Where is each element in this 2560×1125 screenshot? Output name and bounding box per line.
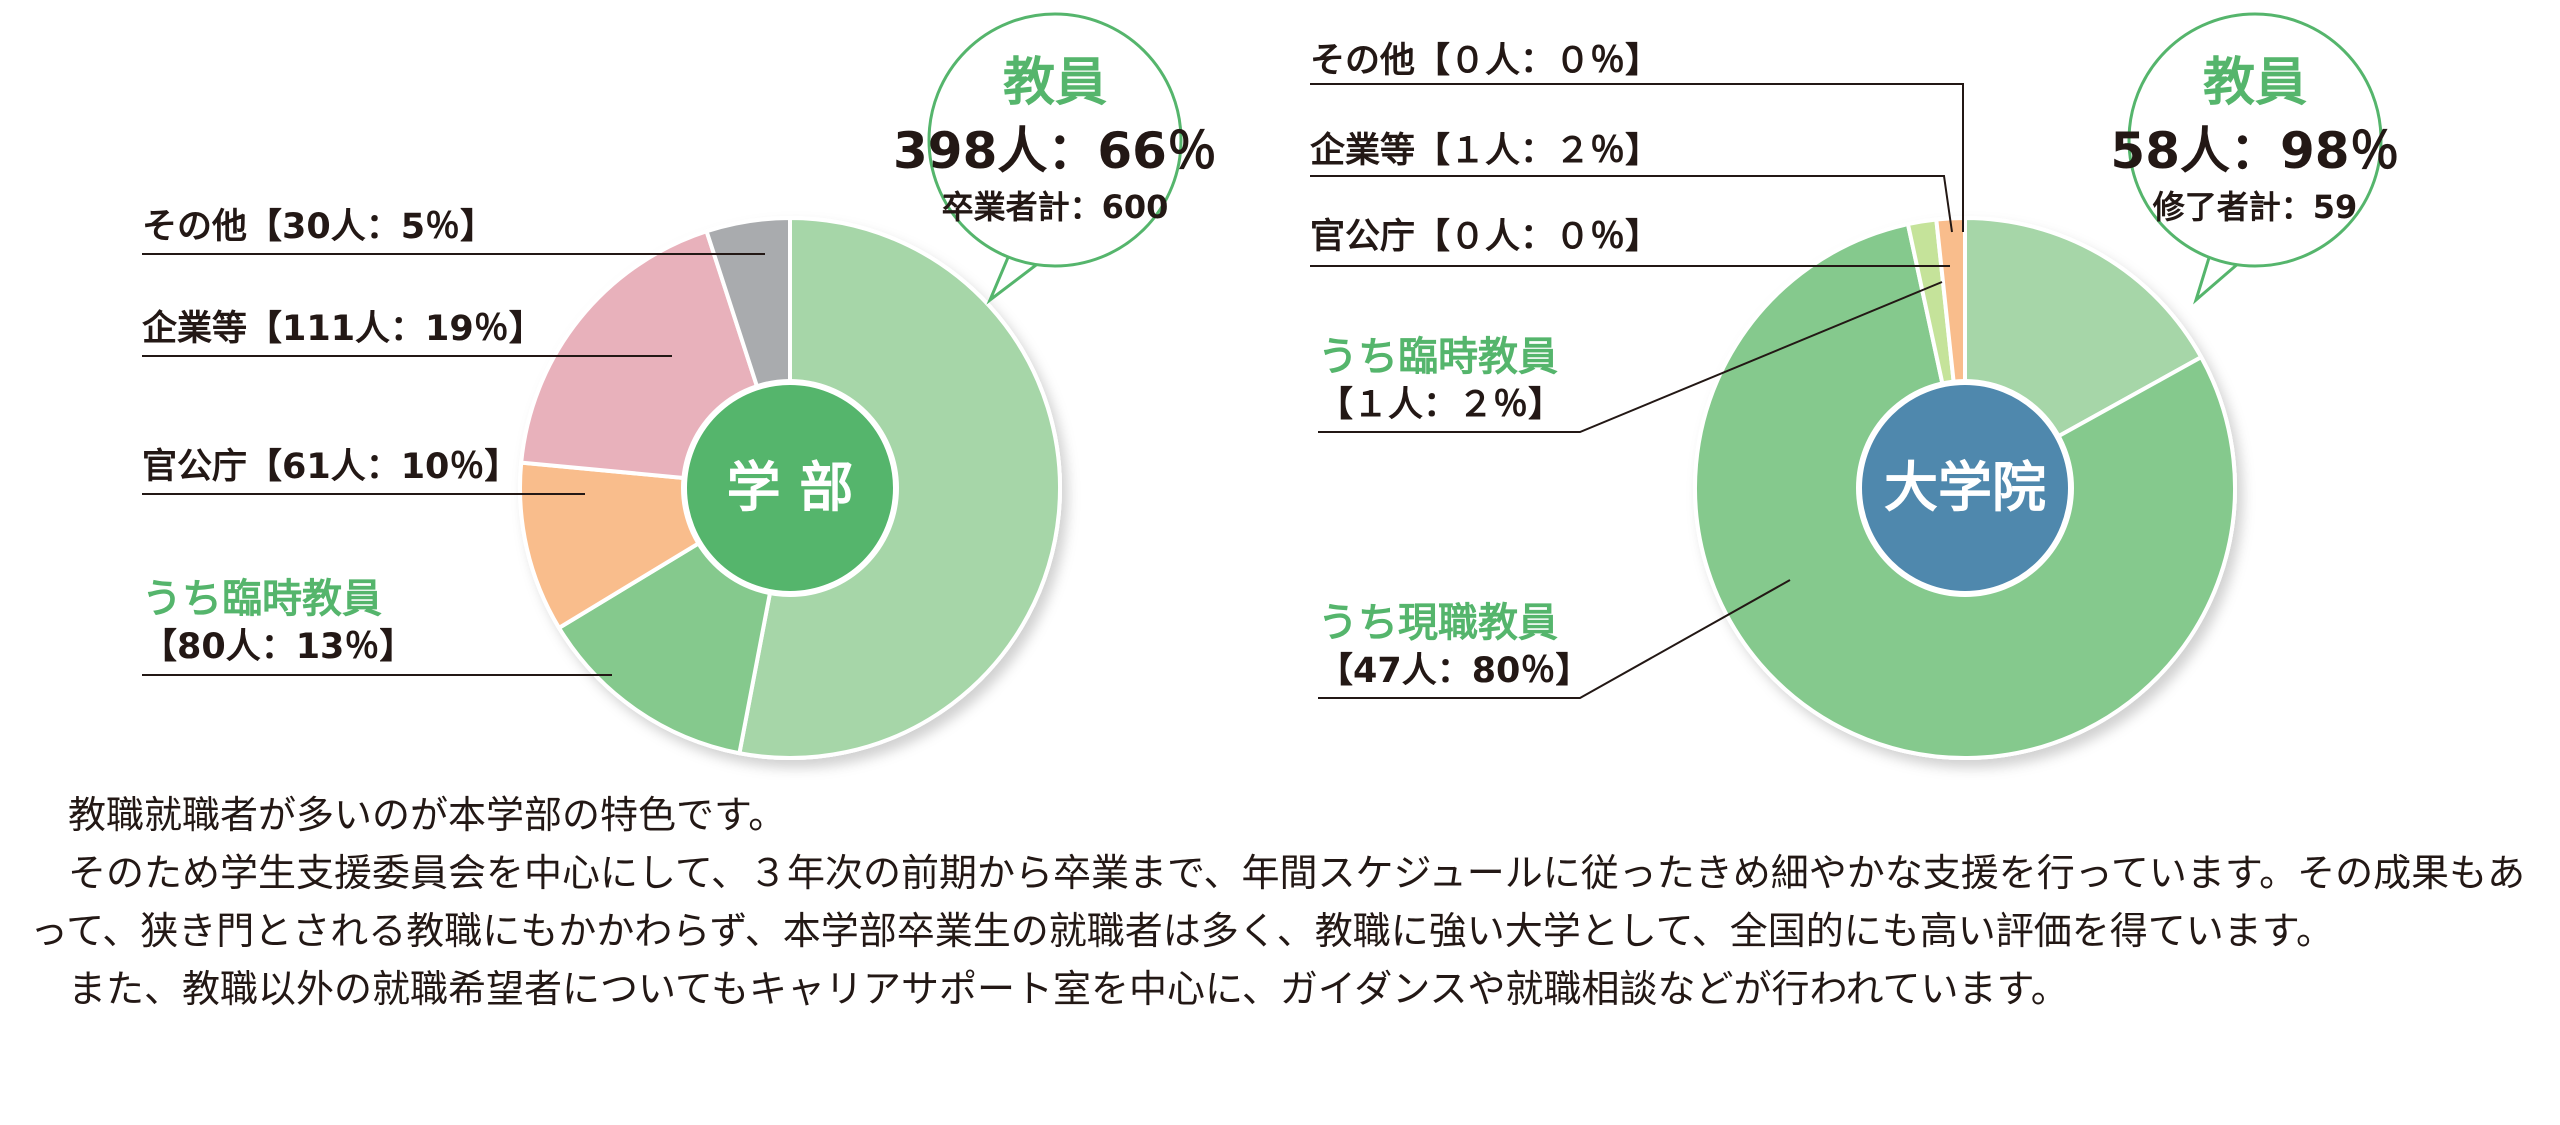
description-text: 教職就職者が多いのが本学部の特色です。 そのため学生支援委員会を中心にして、３年…: [30, 786, 2540, 1018]
grad-bubble-main: 58人：98％: [2110, 122, 2399, 180]
callout-grad-current-teacher-title: うち現職教員: [1318, 600, 1558, 646]
callout-grad-other: その他【０人：０％】: [1310, 41, 1660, 81]
undergrad-center-label: 学 部: [727, 456, 854, 519]
callout-government: 官公庁【61人：10％】: [142, 447, 519, 487]
undergrad-pie-chart: 学 部 その他【30人：5％】 企業等【111人：19％】 官公庁【61人：10…: [142, 14, 1217, 760]
callout-grad-government: 官公庁【０人：０％】: [1310, 217, 1660, 257]
callout-grad-current-teacher-value: 【47人：80％】: [1318, 651, 1590, 691]
bubble-title: 教員: [1003, 53, 1107, 113]
bubble-sub: 卒業者計：600: [942, 188, 1169, 226]
grad-bubble-sub: 修了者計：59: [2152, 188, 2358, 226]
charts-area: 学 部 その他【30人：5％】 企業等【111人：19％】 官公庁【61人：10…: [0, 0, 2560, 780]
callout-other: その他【30人：5％】: [142, 207, 495, 247]
description-paragraph-2: そのため学生支援委員会を中心にして、３年次の前期から卒業まで、年間スケジュールに…: [30, 844, 2540, 960]
grad-bubble-title: 教員: [2203, 53, 2307, 113]
callout-grad-temp-teacher-title: うち臨時教員: [1318, 334, 1558, 380]
description-paragraph-3: また、教職以外の就職希望者についてもキャリアサポート室を中心に、ガイダンスや就職…: [30, 960, 2540, 1018]
callout-company: 企業等【111人：19％】: [142, 308, 544, 349]
callout-grad-company: 企業等【１人：２％】: [1310, 130, 1660, 171]
description-paragraph-1: 教職就職者が多いのが本学部の特色です。: [30, 786, 2540, 844]
callout-temp-teacher-value: 【80人：13％】: [142, 627, 414, 667]
grad-pie-chart: 大学院 その他【０人：０％】 企業等【１人：２％】 官公庁【０人：０％】 うち臨…: [1310, 14, 2400, 760]
callout-temp-teacher-title: うち臨時教員: [142, 576, 382, 622]
bubble-main: 398人：66％: [893, 122, 1217, 180]
undergrad-teacher-bubble: 教員 398人：66％ 卒業者計：600: [893, 14, 1217, 300]
grad-teacher-bubble: 教員 58人：98％ 修了者計：59: [2110, 14, 2399, 300]
callout-grad-temp-teacher-value: 【１人：２％】: [1318, 385, 1563, 425]
grad-center-label: 大学院: [1884, 456, 2046, 519]
